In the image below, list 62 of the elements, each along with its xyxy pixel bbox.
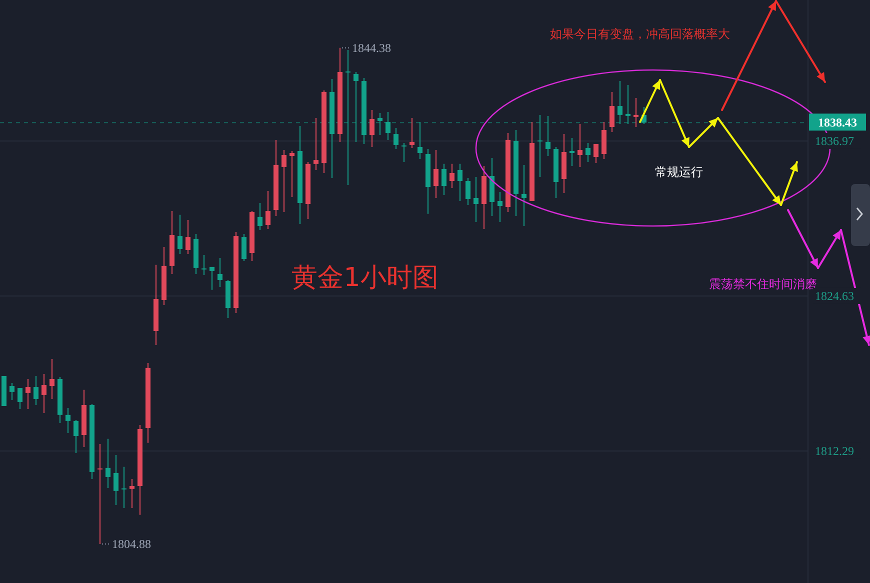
annotation: 震荡禁不住时间消磨 bbox=[709, 277, 817, 291]
candlestick bbox=[218, 258, 222, 288]
candlestick bbox=[122, 466, 126, 509]
candlestick bbox=[258, 202, 262, 231]
candlestick bbox=[186, 219, 190, 255]
candlestick bbox=[498, 191, 502, 222]
candlestick bbox=[586, 142, 590, 163]
candlestick bbox=[434, 149, 438, 198]
candlestick bbox=[346, 49, 350, 186]
candlestick bbox=[410, 117, 414, 148]
candlestick bbox=[354, 71, 358, 142]
candlestick bbox=[546, 115, 550, 157]
candlestick bbox=[10, 382, 14, 400]
candlestick bbox=[202, 254, 206, 276]
candlestick bbox=[610, 91, 614, 133]
candlestick bbox=[594, 143, 598, 164]
candlestick bbox=[290, 150, 294, 198]
candlestick bbox=[50, 358, 54, 400]
candlestick bbox=[418, 121, 422, 160]
annotation: 如果今日有变盘，冲高回落概率大 bbox=[550, 27, 730, 41]
candlestick bbox=[66, 408, 70, 434]
candlestick bbox=[386, 112, 390, 140]
candlestick bbox=[538, 114, 542, 178]
candlestick bbox=[130, 478, 134, 509]
candlestick bbox=[474, 176, 478, 222]
candlestick bbox=[626, 84, 630, 124]
candlestick bbox=[42, 373, 46, 414]
candlestick bbox=[618, 80, 622, 124]
annotation: 1844.38 bbox=[352, 40, 391, 55]
candlestick bbox=[378, 112, 382, 136]
candlestick bbox=[210, 266, 214, 290]
candlestick bbox=[242, 234, 246, 262]
candlestick bbox=[74, 419, 78, 454]
text: 黄金1小时图 bbox=[292, 263, 438, 293]
candlestick bbox=[634, 97, 638, 128]
candlestick bbox=[106, 438, 110, 489]
candlestick bbox=[98, 443, 102, 545]
y-tick-label: 1824.63 bbox=[815, 288, 854, 303]
y-tick-label: 1812.29 bbox=[815, 444, 854, 458]
candlestick bbox=[114, 454, 118, 506]
candlestick bbox=[402, 142, 406, 163]
y-tick-label: 1836.97 bbox=[815, 134, 854, 148]
candlestick bbox=[394, 128, 398, 150]
candlestick bbox=[570, 138, 574, 166]
candlestick bbox=[26, 378, 30, 410]
candlestick bbox=[370, 110, 374, 148]
candlestick bbox=[178, 214, 182, 255]
candlestick bbox=[442, 163, 446, 196]
candlestick bbox=[282, 149, 286, 213]
candlestick bbox=[602, 121, 606, 160]
candlestick bbox=[458, 163, 462, 202]
candlestick bbox=[466, 178, 470, 206]
candlestick bbox=[18, 388, 22, 410]
ref-line-label: 1838.43 bbox=[818, 116, 857, 130]
candlestick bbox=[578, 123, 582, 168]
candlestick bbox=[34, 375, 38, 406]
candlestick bbox=[450, 163, 454, 189]
candlestick bbox=[266, 190, 270, 230]
candlestick bbox=[314, 117, 318, 170]
annotation: 常规运行 bbox=[655, 165, 703, 179]
annotation: 1804.88 bbox=[112, 537, 151, 552]
candlestick bbox=[522, 164, 526, 226]
